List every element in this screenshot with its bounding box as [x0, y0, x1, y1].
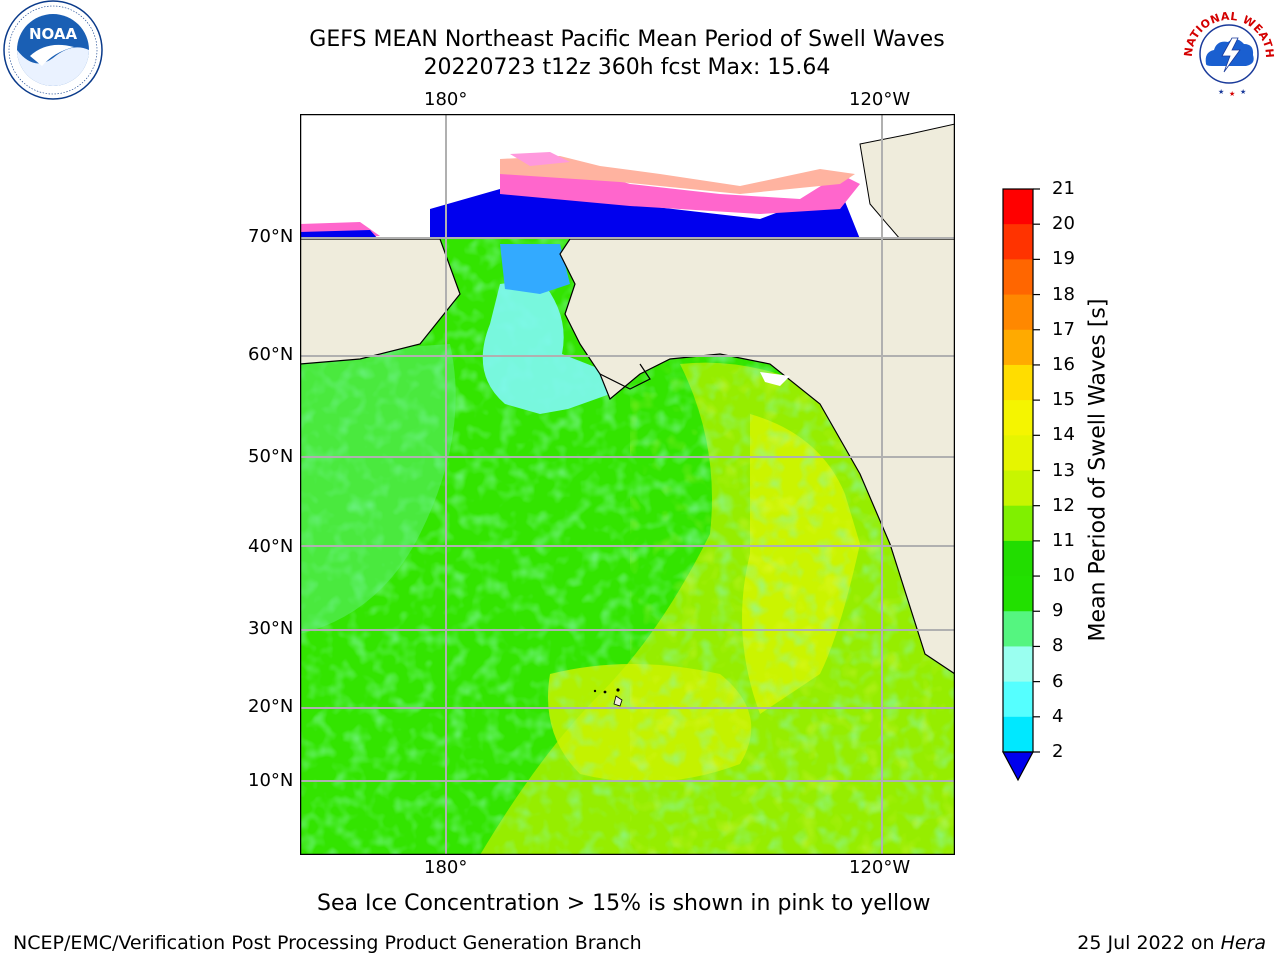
colorbar-band	[1003, 470, 1033, 507]
colorbar-tick-label: 15	[1052, 389, 1075, 411]
lat-label-50n: 50°N	[248, 446, 294, 467]
lon-label-120w-top: 120°W	[849, 89, 911, 110]
colorbar-tick-label: 8	[1052, 635, 1064, 657]
colorbar-tick-label: 4	[1052, 705, 1064, 727]
colorbar-tick-label: 9	[1052, 600, 1064, 622]
colorbar-tick-label: 20	[1052, 213, 1075, 235]
colorbar-tick-label: 21	[1052, 178, 1075, 199]
colorbar-band	[1003, 259, 1033, 296]
colorbar-band	[1003, 364, 1033, 401]
colorbar-band	[1003, 540, 1033, 577]
colorbar-tick-label: 17	[1052, 318, 1075, 340]
map-plot	[300, 114, 955, 855]
colorbar-band	[1003, 400, 1033, 436]
colorbar-band	[1003, 435, 1033, 471]
lat-label-70n: 70°N	[248, 226, 294, 247]
footer-branch: NCEP/EMC/Verification Post Processing Pr…	[13, 932, 642, 954]
colorbar-tick-label: 10	[1052, 565, 1075, 587]
colorbar-band	[1003, 189, 1033, 225]
lat-label-20n: 20°N	[248, 696, 294, 717]
lon-label-120w-bottom: 120°W	[849, 857, 911, 878]
colorbar-band	[1003, 611, 1033, 647]
colorbar-band	[1003, 646, 1033, 683]
footer-date-text: 25 Jul 2022 on	[1077, 932, 1221, 954]
map-title: GEFS MEAN Northeast Pacific Mean Period …	[309, 27, 945, 52]
colorbar-tick-label: 13	[1052, 459, 1075, 481]
colorbar-tick-label: 16	[1052, 353, 1075, 375]
colorbar-tick-label: 18	[1052, 283, 1075, 305]
colorbar-band	[1003, 576, 1033, 612]
lat-label-60n: 60°N	[248, 344, 294, 365]
colorbar-band	[1003, 716, 1033, 753]
colorbar-tick-label: 19	[1052, 248, 1075, 270]
colorbar	[1001, 188, 1040, 782]
colorbar-tick-label: 6	[1052, 670, 1064, 692]
colorbar-tick-label: 12	[1052, 494, 1075, 516]
map-subtitle: 20220723 t12z 360h fcst Max: 15.64	[423, 55, 831, 80]
sea-ice-note: Sea Ice Concentration > 15% is shown in …	[317, 891, 931, 916]
colorbar-tick-label: 11	[1052, 529, 1075, 551]
colorbar-band	[1003, 329, 1033, 366]
lon-label-180-top: 180°	[424, 89, 468, 110]
noaa-logo: NOAA	[2, 0, 104, 102]
footer-date: 25 Jul 2022 on Hera	[1077, 932, 1266, 954]
noaa-text: NOAA	[29, 25, 78, 43]
svg-text:★: ★	[1218, 88, 1224, 96]
colorbar-title: Mean Period of Swell Waves [s]	[1085, 298, 1111, 642]
svg-text:★: ★	[1240, 88, 1246, 96]
colorbar-tick-label: 14	[1052, 424, 1075, 446]
colorbar-band	[1003, 294, 1033, 331]
lat-label-30n: 30°N	[248, 618, 294, 639]
colorbar-band	[1003, 505, 1033, 542]
colorbar-tick-label: 2	[1052, 741, 1064, 762]
footer-host: Hera	[1220, 932, 1266, 954]
lat-label-10n: 10°N	[248, 770, 294, 791]
lon-label-180-bottom: 180°	[424, 857, 468, 878]
svg-text:★: ★	[1229, 90, 1235, 98]
nws-logo: NATIONAL WEATHER SERVICE ★ ★ ★	[1175, 0, 1278, 100]
colorbar-band	[1003, 224, 1033, 260]
lat-label-40n: 40°N	[248, 536, 294, 557]
colorbar-band	[1003, 681, 1033, 718]
